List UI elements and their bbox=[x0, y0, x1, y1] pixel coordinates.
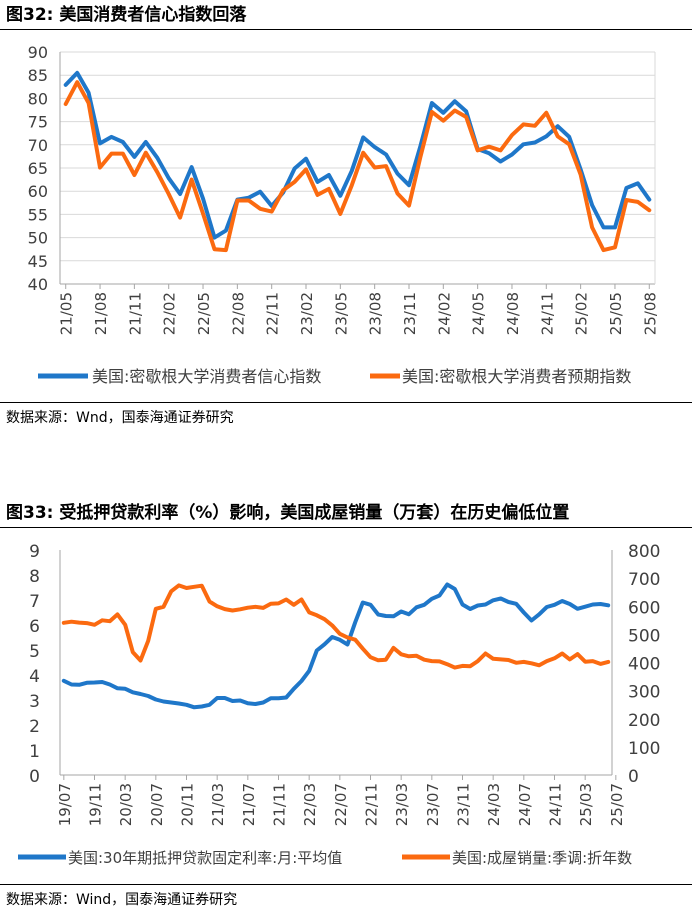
x-tick-label: 24/02 bbox=[435, 292, 453, 335]
figure-32-source: 数据来源：Wnd，国泰海通证券研究 bbox=[0, 402, 692, 427]
x-tick-label: 25/08 bbox=[641, 292, 659, 335]
x-tick-label: 25/03 bbox=[577, 783, 595, 826]
y-tick-label: 50 bbox=[28, 229, 48, 248]
series-line-mortgage-rate bbox=[61, 582, 611, 710]
x-tick-label: 23/05 bbox=[332, 292, 350, 335]
x-tick-label: 22/07 bbox=[332, 783, 350, 826]
y-tick-label: 80 bbox=[28, 89, 48, 108]
x-tick-label: 25/05 bbox=[607, 292, 625, 335]
y-tick-label: 90 bbox=[28, 43, 48, 62]
figure-33-title: 图33: 受抵押贷款利率（%）影响，美国成屋销量（万套）在历史偏低位置 bbox=[0, 498, 692, 528]
x-tick-label: 22/11 bbox=[264, 292, 282, 335]
legend-label: 美国:成屋销量:季调:折年数 bbox=[452, 849, 632, 867]
figure-33-source: 数据来源：Wind，国泰海通证券研究 bbox=[0, 884, 692, 909]
x-tick-label: 19/11 bbox=[87, 783, 105, 826]
y-right-tick-label: 100 bbox=[628, 739, 660, 759]
y-right-tick-label: 600 bbox=[628, 598, 660, 618]
y-tick-label: 85 bbox=[28, 66, 48, 85]
y-right-tick-label: 500 bbox=[628, 626, 660, 646]
y-tick-label: 75 bbox=[28, 113, 48, 132]
x-tick-label: 22/11 bbox=[363, 783, 381, 826]
y-tick-label: 65 bbox=[28, 159, 48, 178]
x-tick-label: 24/03 bbox=[485, 783, 503, 826]
x-tick-label: 23/11 bbox=[401, 292, 419, 335]
y-left-tick-label: 3 bbox=[29, 692, 40, 712]
x-tick-label: 23/11 bbox=[455, 783, 473, 826]
x-tick-label: 22/08 bbox=[229, 292, 247, 335]
x-tick-label: 22/02 bbox=[161, 292, 179, 335]
chart-mortgage-rate-home-sales: 0 1 2 3 4 5 6 7 8 9 0 100 200 300 400 500 600 700 800 19/07… bbox=[18, 542, 660, 867]
x-tick-label: 21/05 bbox=[58, 292, 76, 335]
y-left-tick-label: 4 bbox=[29, 667, 40, 687]
y-left-tick-label: 2 bbox=[29, 717, 40, 737]
x-tick-label: 23/03 bbox=[393, 783, 411, 826]
x-tick-label: 23/07 bbox=[424, 783, 442, 826]
y-tick-label: 45 bbox=[28, 252, 48, 271]
x-tick-label: 23/08 bbox=[367, 292, 385, 335]
y-right-tick-label: 0 bbox=[628, 767, 639, 787]
y-right-tick-label: 300 bbox=[628, 683, 660, 703]
x-tick-label: 21/03 bbox=[209, 783, 227, 826]
x-tick-label: 24/11 bbox=[547, 783, 565, 826]
y-tick-label: 40 bbox=[28, 275, 48, 294]
x-tick-label: 24/08 bbox=[504, 292, 522, 335]
series-line-home-sales bbox=[61, 583, 611, 670]
x-tick-label: 19/07 bbox=[56, 783, 74, 826]
y-left-tick-label: 7 bbox=[29, 592, 40, 612]
y-right-tick-label: 200 bbox=[628, 711, 660, 731]
y-left-tick-label: 6 bbox=[29, 617, 40, 637]
x-tick-label: 21/11 bbox=[126, 292, 144, 335]
x-tick-label: 22/03 bbox=[301, 783, 319, 826]
y-right-tick-label: 800 bbox=[628, 542, 660, 562]
x-tick-label: 22/05 bbox=[195, 292, 213, 335]
legend-label: 美国:30年期抵押贷款固定利率:月:平均值 bbox=[68, 849, 342, 867]
figure-32-title: 图32: 美国消费者信心指数回落 bbox=[0, 0, 692, 30]
y-tick-label: 55 bbox=[28, 205, 48, 224]
legend-label: 美国:密歇根大学消费者预期指数 bbox=[402, 367, 631, 386]
x-tick-label: 25/07 bbox=[608, 783, 626, 826]
x-tick-label: 24/11 bbox=[538, 292, 556, 335]
x-tick-label: 24/05 bbox=[470, 292, 488, 335]
y-left-tick-label: 1 bbox=[29, 742, 40, 762]
x-tick-label: 25/02 bbox=[573, 292, 591, 335]
y-tick-label: 70 bbox=[28, 136, 48, 155]
y-tick-label: 60 bbox=[28, 182, 48, 201]
series-line-sentiment bbox=[63, 70, 652, 240]
y-left-tick-label: 0 bbox=[29, 767, 40, 787]
chart-consumer-confidence: 40 45 50 55 60 65 70 75 80 85 90 21/05 21/08 21/11 22/… bbox=[28, 43, 660, 386]
legend-label: 美国:密歇根大学消费者信心指数 bbox=[92, 367, 321, 386]
y-left-tick-label: 9 bbox=[29, 542, 40, 562]
y-left-tick-label: 8 bbox=[29, 567, 40, 587]
y-right-tick-label: 700 bbox=[628, 570, 660, 590]
series-line-expectations bbox=[63, 80, 652, 253]
y-left-tick-label: 5 bbox=[29, 642, 40, 662]
x-tick-label: 21/11 bbox=[271, 783, 289, 826]
x-tick-label: 24/07 bbox=[516, 783, 534, 826]
y-right-tick-label: 400 bbox=[628, 655, 660, 675]
x-tick-label: 23/02 bbox=[298, 292, 316, 335]
x-tick-label: 20/07 bbox=[148, 783, 166, 826]
x-tick-label: 20/11 bbox=[179, 783, 197, 826]
x-tick-label: 21/08 bbox=[92, 292, 110, 335]
x-tick-label: 21/07 bbox=[240, 783, 258, 826]
x-tick-label: 20/03 bbox=[117, 783, 135, 826]
